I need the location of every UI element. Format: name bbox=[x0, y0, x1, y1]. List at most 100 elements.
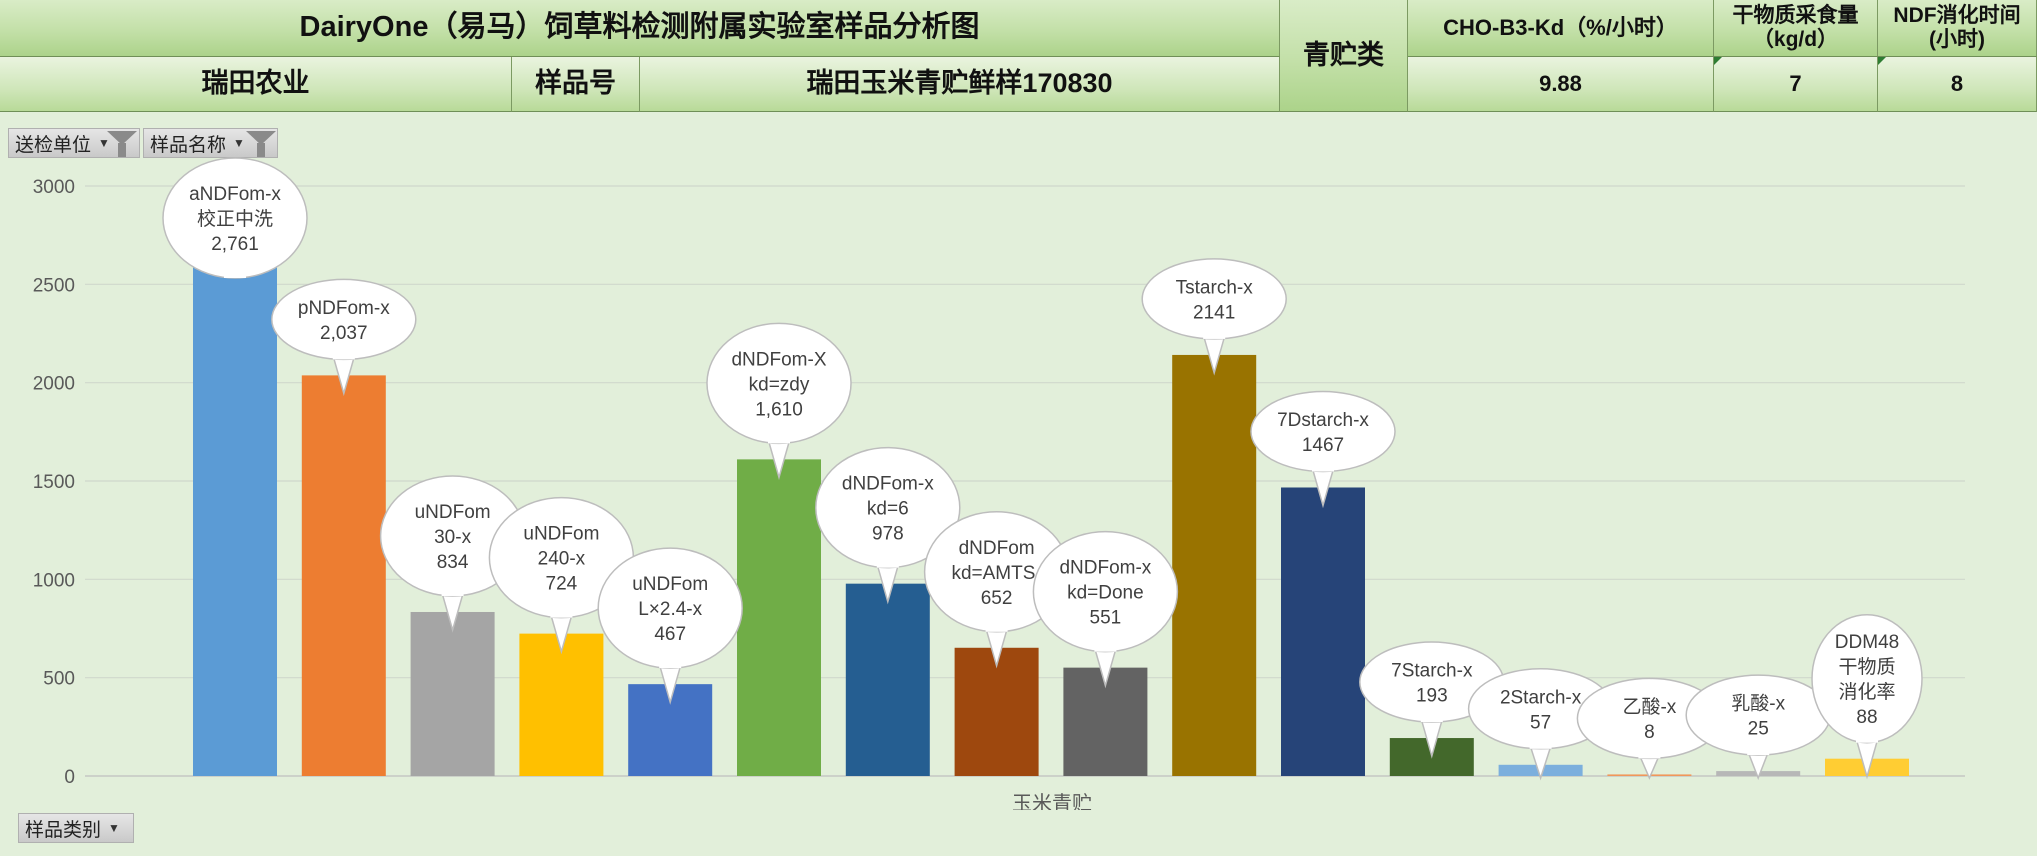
data-label-callout: uNDFom 240-x 724 bbox=[488, 496, 635, 655]
data-label-text: kd=6 bbox=[867, 499, 909, 520]
data-label-text: 8 bbox=[1644, 722, 1655, 743]
y-tick-label: 2500 bbox=[33, 275, 75, 296]
data-label-callout: 2Starch-x 57 bbox=[1467, 668, 1614, 781]
data-label-text: 2141 bbox=[1193, 302, 1235, 323]
bar bbox=[193, 233, 277, 777]
data-label-text: 834 bbox=[437, 552, 469, 573]
data-label-text: 724 bbox=[546, 574, 578, 595]
data-label-text: 校正中洗 bbox=[197, 208, 273, 230]
intake-label: 干物质采食量（kg/d） bbox=[1714, 0, 1878, 57]
ndf-time-label: NDF消化时间(小时) bbox=[1878, 0, 2037, 57]
data-label-callout: dNDFom kd=AMTS- 652 bbox=[923, 511, 1070, 669]
filter-unit-label: 送检单位 bbox=[15, 134, 92, 156]
data-label-text: dNDFom-x bbox=[1059, 558, 1151, 579]
data-labels: aNDFom-x 校正中洗 2,761 pNDFom-x 2,037 uNDFom 30-x… bbox=[162, 157, 1923, 781]
data-label-text: DDM48 bbox=[1835, 632, 1899, 653]
data-label-text: 乙酸-x bbox=[1622, 696, 1676, 718]
data-label-text: 2,761 bbox=[211, 234, 259, 255]
data-label-text: kd=Done bbox=[1067, 583, 1144, 604]
data-label-callout: dNDFom-x kd=Done 551 bbox=[1032, 530, 1179, 689]
data-label-text: uNDFom bbox=[632, 574, 708, 595]
data-label-callout: dNDFom-X kd=zdy 1,610 bbox=[706, 322, 852, 481]
data-label-text: 240-x bbox=[538, 549, 586, 570]
data-label-text: 551 bbox=[1090, 608, 1122, 629]
data-label-text: 30-x bbox=[434, 527, 471, 548]
bars bbox=[193, 233, 1909, 777]
filter-category-button[interactable]: 样品类别 ▼ bbox=[18, 813, 134, 843]
data-label-callout: dNDFom-x kd=6 978 bbox=[815, 446, 961, 605]
data-label-text: dNDFom bbox=[959, 538, 1035, 559]
filter-name-label: 样品名称 bbox=[150, 134, 227, 156]
data-label-text: uNDFom bbox=[415, 502, 491, 523]
data-label-callout: uNDFom L×2.4-x 467 bbox=[597, 547, 743, 705]
y-tick-label: 1000 bbox=[33, 570, 75, 591]
bar bbox=[1281, 487, 1365, 776]
data-label-text: 25 bbox=[1748, 719, 1769, 740]
bar bbox=[737, 459, 821, 776]
data-label-callout: Tstarch-x 2141 bbox=[1141, 258, 1287, 376]
funnel-icon bbox=[246, 131, 276, 157]
report-title: DairyOne（易马）饲草料检测附属实验室样品分析图 bbox=[0, 0, 1280, 57]
y-axis: 0 500 1000 1500 2000 2500 3000 bbox=[33, 177, 75, 788]
filter-unit-button[interactable]: 送检单位 ▼ bbox=[8, 128, 140, 158]
bar-chart: 0 500 1000 1500 2000 2500 3000 aNDFom-x 校正中洗 2,7… bbox=[33, 157, 1965, 810]
data-label-text: 干物质 bbox=[1838, 656, 1895, 678]
data-label-callout: 乳酸-x 25 bbox=[1685, 674, 1831, 781]
data-label-callout: pNDFom-x 2,037 bbox=[271, 278, 417, 397]
data-label-callout: uNDFom 30-x 834 bbox=[379, 475, 526, 633]
data-label-text: 1,610 bbox=[755, 399, 803, 420]
chevron-down-icon: ▼ bbox=[108, 821, 120, 835]
data-label-callout: aNDFom-x 校正中洗 2,761 bbox=[162, 157, 308, 279]
x-axis-label: 玉米青贮 bbox=[1012, 792, 1092, 810]
sample-no-label: 样品号 bbox=[512, 57, 640, 112]
y-tick-label: 1500 bbox=[33, 472, 75, 493]
data-label-text: 1467 bbox=[1302, 435, 1344, 456]
bar bbox=[1172, 354, 1257, 776]
y-tick-label: 500 bbox=[43, 669, 75, 690]
data-label-callout: 乙酸-x 8 bbox=[1576, 677, 1723, 780]
data-label-text: aNDFom-x bbox=[189, 184, 281, 205]
filter-category-label: 样品类别 bbox=[25, 819, 102, 841]
data-label-text: 2Starch-x bbox=[1500, 687, 1582, 708]
y-tick-label: 3000 bbox=[33, 177, 75, 198]
intake-value: 7 bbox=[1714, 57, 1878, 112]
data-label-text: 652 bbox=[981, 588, 1013, 609]
data-label-text: 2,037 bbox=[320, 323, 368, 344]
chevron-down-icon: ▼ bbox=[98, 136, 110, 150]
data-label-text: 消化率 bbox=[1838, 681, 1895, 703]
data-label-text: 乳酸-x bbox=[1731, 693, 1785, 715]
sample-name-cell: 瑞田玉米青贮鲜样170830 bbox=[640, 57, 1280, 112]
data-label-callout: 7Dstarch-x 1467 bbox=[1250, 390, 1396, 509]
data-label-text: dNDFom-x bbox=[842, 474, 934, 495]
data-label-text: 978 bbox=[872, 524, 904, 545]
data-label-callout: 7Starch-x 193 bbox=[1359, 641, 1505, 759]
data-label-text: 467 bbox=[654, 624, 686, 645]
bar bbox=[954, 647, 1039, 776]
data-label-text: kd=AMTS- bbox=[951, 563, 1041, 584]
funnel-icon bbox=[107, 131, 137, 157]
bar bbox=[301, 375, 386, 776]
data-label-text: 193 bbox=[1416, 686, 1448, 707]
kd-label: CHO-B3-Kd（%/小时） bbox=[1408, 0, 1714, 57]
category-cell: 青贮类 bbox=[1280, 0, 1408, 112]
bar bbox=[410, 611, 495, 776]
data-label-text: Tstarch-x bbox=[1176, 277, 1254, 298]
data-label-text: uNDFom bbox=[523, 524, 599, 545]
y-tick-label: 2000 bbox=[33, 374, 75, 395]
data-label-text: pNDFom-x bbox=[298, 298, 390, 319]
data-label-text: L×2.4-x bbox=[638, 599, 702, 620]
filter-name-button[interactable]: 样品名称 ▼ bbox=[143, 128, 278, 158]
data-label-text: 7Starch-x bbox=[1391, 661, 1473, 682]
data-label-text: dNDFom-X bbox=[731, 349, 826, 370]
company-cell: 瑞田农业 bbox=[0, 57, 512, 112]
data-label-text: 7Dstarch-x bbox=[1277, 410, 1369, 431]
y-tick-label: 0 bbox=[64, 767, 75, 788]
kd-value: 9.88 bbox=[1408, 57, 1714, 112]
data-label-text: 57 bbox=[1530, 712, 1551, 733]
chevron-down-icon: ▼ bbox=[233, 136, 245, 150]
bar bbox=[519, 633, 604, 776]
data-label-text: kd=zdy bbox=[749, 374, 810, 395]
data-label-text: 88 bbox=[1856, 707, 1877, 728]
ndf-time-value: 8 bbox=[1878, 57, 2037, 112]
